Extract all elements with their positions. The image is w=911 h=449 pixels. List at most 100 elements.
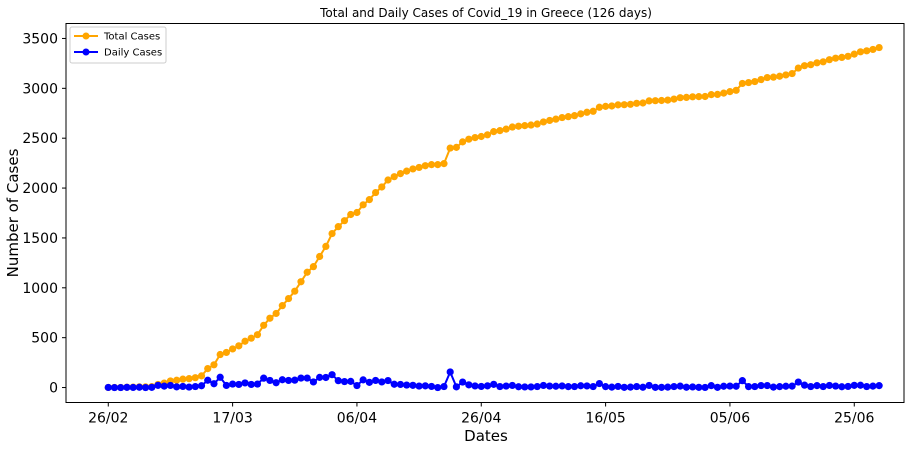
- data-point-total-cases: [421, 162, 429, 170]
- data-point-daily-cases: [782, 382, 790, 390]
- data-point-total-cases: [409, 165, 417, 173]
- data-point-total-cases: [521, 122, 529, 130]
- y-tick-label: 0: [49, 381, 58, 397]
- data-point-total-cases: [819, 58, 827, 66]
- data-point-daily-cases: [564, 383, 572, 391]
- data-point-daily-cases: [620, 383, 628, 391]
- data-point-daily-cases: [651, 383, 659, 391]
- data-point-total-cases: [844, 52, 852, 60]
- x-axis: 26/02 17/03 06/04 26/04 16/05 05/06 25/06: [88, 402, 875, 427]
- data-point-daily-cases: [403, 381, 411, 389]
- data-point-total-cases: [272, 309, 280, 318]
- data-point-daily-cases: [589, 382, 597, 391]
- data-point-total-cases: [403, 167, 411, 175]
- legend-marker-total-cases: [82, 32, 90, 40]
- data-point-total-cases: [446, 144, 454, 152]
- data-point-total-cases: [309, 263, 318, 271]
- data-point-daily-cases: [434, 383, 442, 392]
- data-point-daily-cases: [154, 381, 162, 389]
- data-point-daily-cases: [713, 383, 722, 391]
- data-point-total-cases: [676, 94, 684, 102]
- data-point-total-cases: [713, 90, 722, 99]
- data-point-total-cases: [744, 78, 753, 87]
- data-point-daily-cases: [347, 377, 355, 385]
- data-point-total-cases: [490, 128, 498, 136]
- data-point-daily-cases: [328, 371, 336, 379]
- legend: Total Cases Daily Cases: [69, 26, 167, 64]
- data-point-daily-cases: [670, 382, 678, 391]
- data-point-total-cases: [241, 337, 249, 345]
- data-point-total-cases: [564, 113, 572, 121]
- data-point-daily-cases: [415, 382, 423, 390]
- data-point-daily-cases: [595, 379, 603, 388]
- data-point-daily-cases: [421, 382, 429, 390]
- data-point-daily-cases: [838, 383, 846, 391]
- data-point-total-cases: [689, 93, 697, 101]
- data-point-daily-cases: [278, 376, 286, 384]
- x-tick-label: 06/04: [337, 411, 377, 427]
- data-point-total-cases: [633, 99, 641, 107]
- data-point-total-cases: [651, 97, 659, 105]
- data-point-total-cases: [776, 72, 784, 80]
- data-point-total-cases: [477, 132, 485, 141]
- data-point-daily-cases: [832, 382, 840, 390]
- y-axis-title: Number of Cases: [4, 148, 22, 277]
- data-point-daily-cases: [222, 381, 230, 390]
- x-tick-label: 17/03: [212, 411, 252, 427]
- x-tick-label: 26/04: [461, 411, 501, 427]
- data-point-daily-cases: [396, 380, 405, 389]
- data-point-total-cases: [732, 86, 740, 94]
- data-point-daily-cases: [247, 380, 255, 389]
- data-point-total-cases: [583, 108, 591, 116]
- data-point-total-cases: [173, 376, 181, 384]
- data-point-total-cases: [751, 77, 759, 86]
- data-point-daily-cases: [465, 381, 473, 389]
- data-point-daily-cases: [869, 382, 877, 390]
- data-point-total-cases: [645, 97, 653, 105]
- y-tick-label: 3500: [22, 31, 58, 47]
- data-point-daily-cases: [701, 383, 709, 392]
- data-point-total-cases: [614, 101, 622, 109]
- data-point-total-cases: [353, 208, 361, 217]
- data-point-total-cases: [427, 161, 436, 169]
- data-point-total-cases: [595, 103, 603, 111]
- data-point-total-cases: [471, 134, 479, 142]
- data-point-total-cases: [465, 135, 473, 143]
- y-tick-label: 1000: [22, 281, 58, 297]
- data-point-daily-cases: [316, 373, 324, 381]
- data-point-daily-cases: [266, 376, 274, 385]
- data-point-total-cases: [415, 163, 423, 172]
- data-point-daily-cases: [664, 383, 672, 391]
- data-point-daily-cases: [104, 383, 112, 392]
- data-point-daily-cases: [471, 382, 479, 390]
- data-point-total-cases: [365, 196, 373, 204]
- data-point-daily-cases: [521, 383, 529, 391]
- data-point-daily-cases: [657, 383, 666, 391]
- data-point-daily-cases: [757, 381, 765, 390]
- data-point-daily-cases: [117, 383, 125, 392]
- data-point-total-cases: [459, 138, 467, 146]
- data-point-daily-cases: [371, 376, 380, 385]
- data-point-daily-cases: [514, 383, 523, 391]
- data-point-daily-cases: [452, 383, 460, 391]
- data-point-total-cases: [850, 50, 858, 58]
- data-point-daily-cases: [769, 383, 778, 391]
- data-point-daily-cases: [110, 383, 119, 392]
- data-point-total-cases: [378, 183, 386, 191]
- data-point-daily-cases: [297, 374, 305, 382]
- data-point-total-cases: [191, 374, 199, 382]
- data-point-total-cases: [533, 120, 541, 128]
- data-point-total-cases: [657, 96, 666, 105]
- data-point-total-cases: [720, 89, 728, 97]
- data-point-daily-cases: [744, 383, 753, 391]
- data-point-daily-cases: [272, 379, 280, 387]
- data-point-daily-cases: [633, 382, 641, 391]
- data-point-total-cases: [197, 372, 206, 380]
- data-point-daily-cases: [527, 383, 535, 391]
- data-point-total-cases: [577, 110, 585, 118]
- data-point-total-cases: [396, 170, 405, 178]
- data-point-daily-cases: [284, 376, 293, 385]
- data-point-total-cases: [278, 302, 286, 310]
- data-point-total-cases: [514, 122, 523, 130]
